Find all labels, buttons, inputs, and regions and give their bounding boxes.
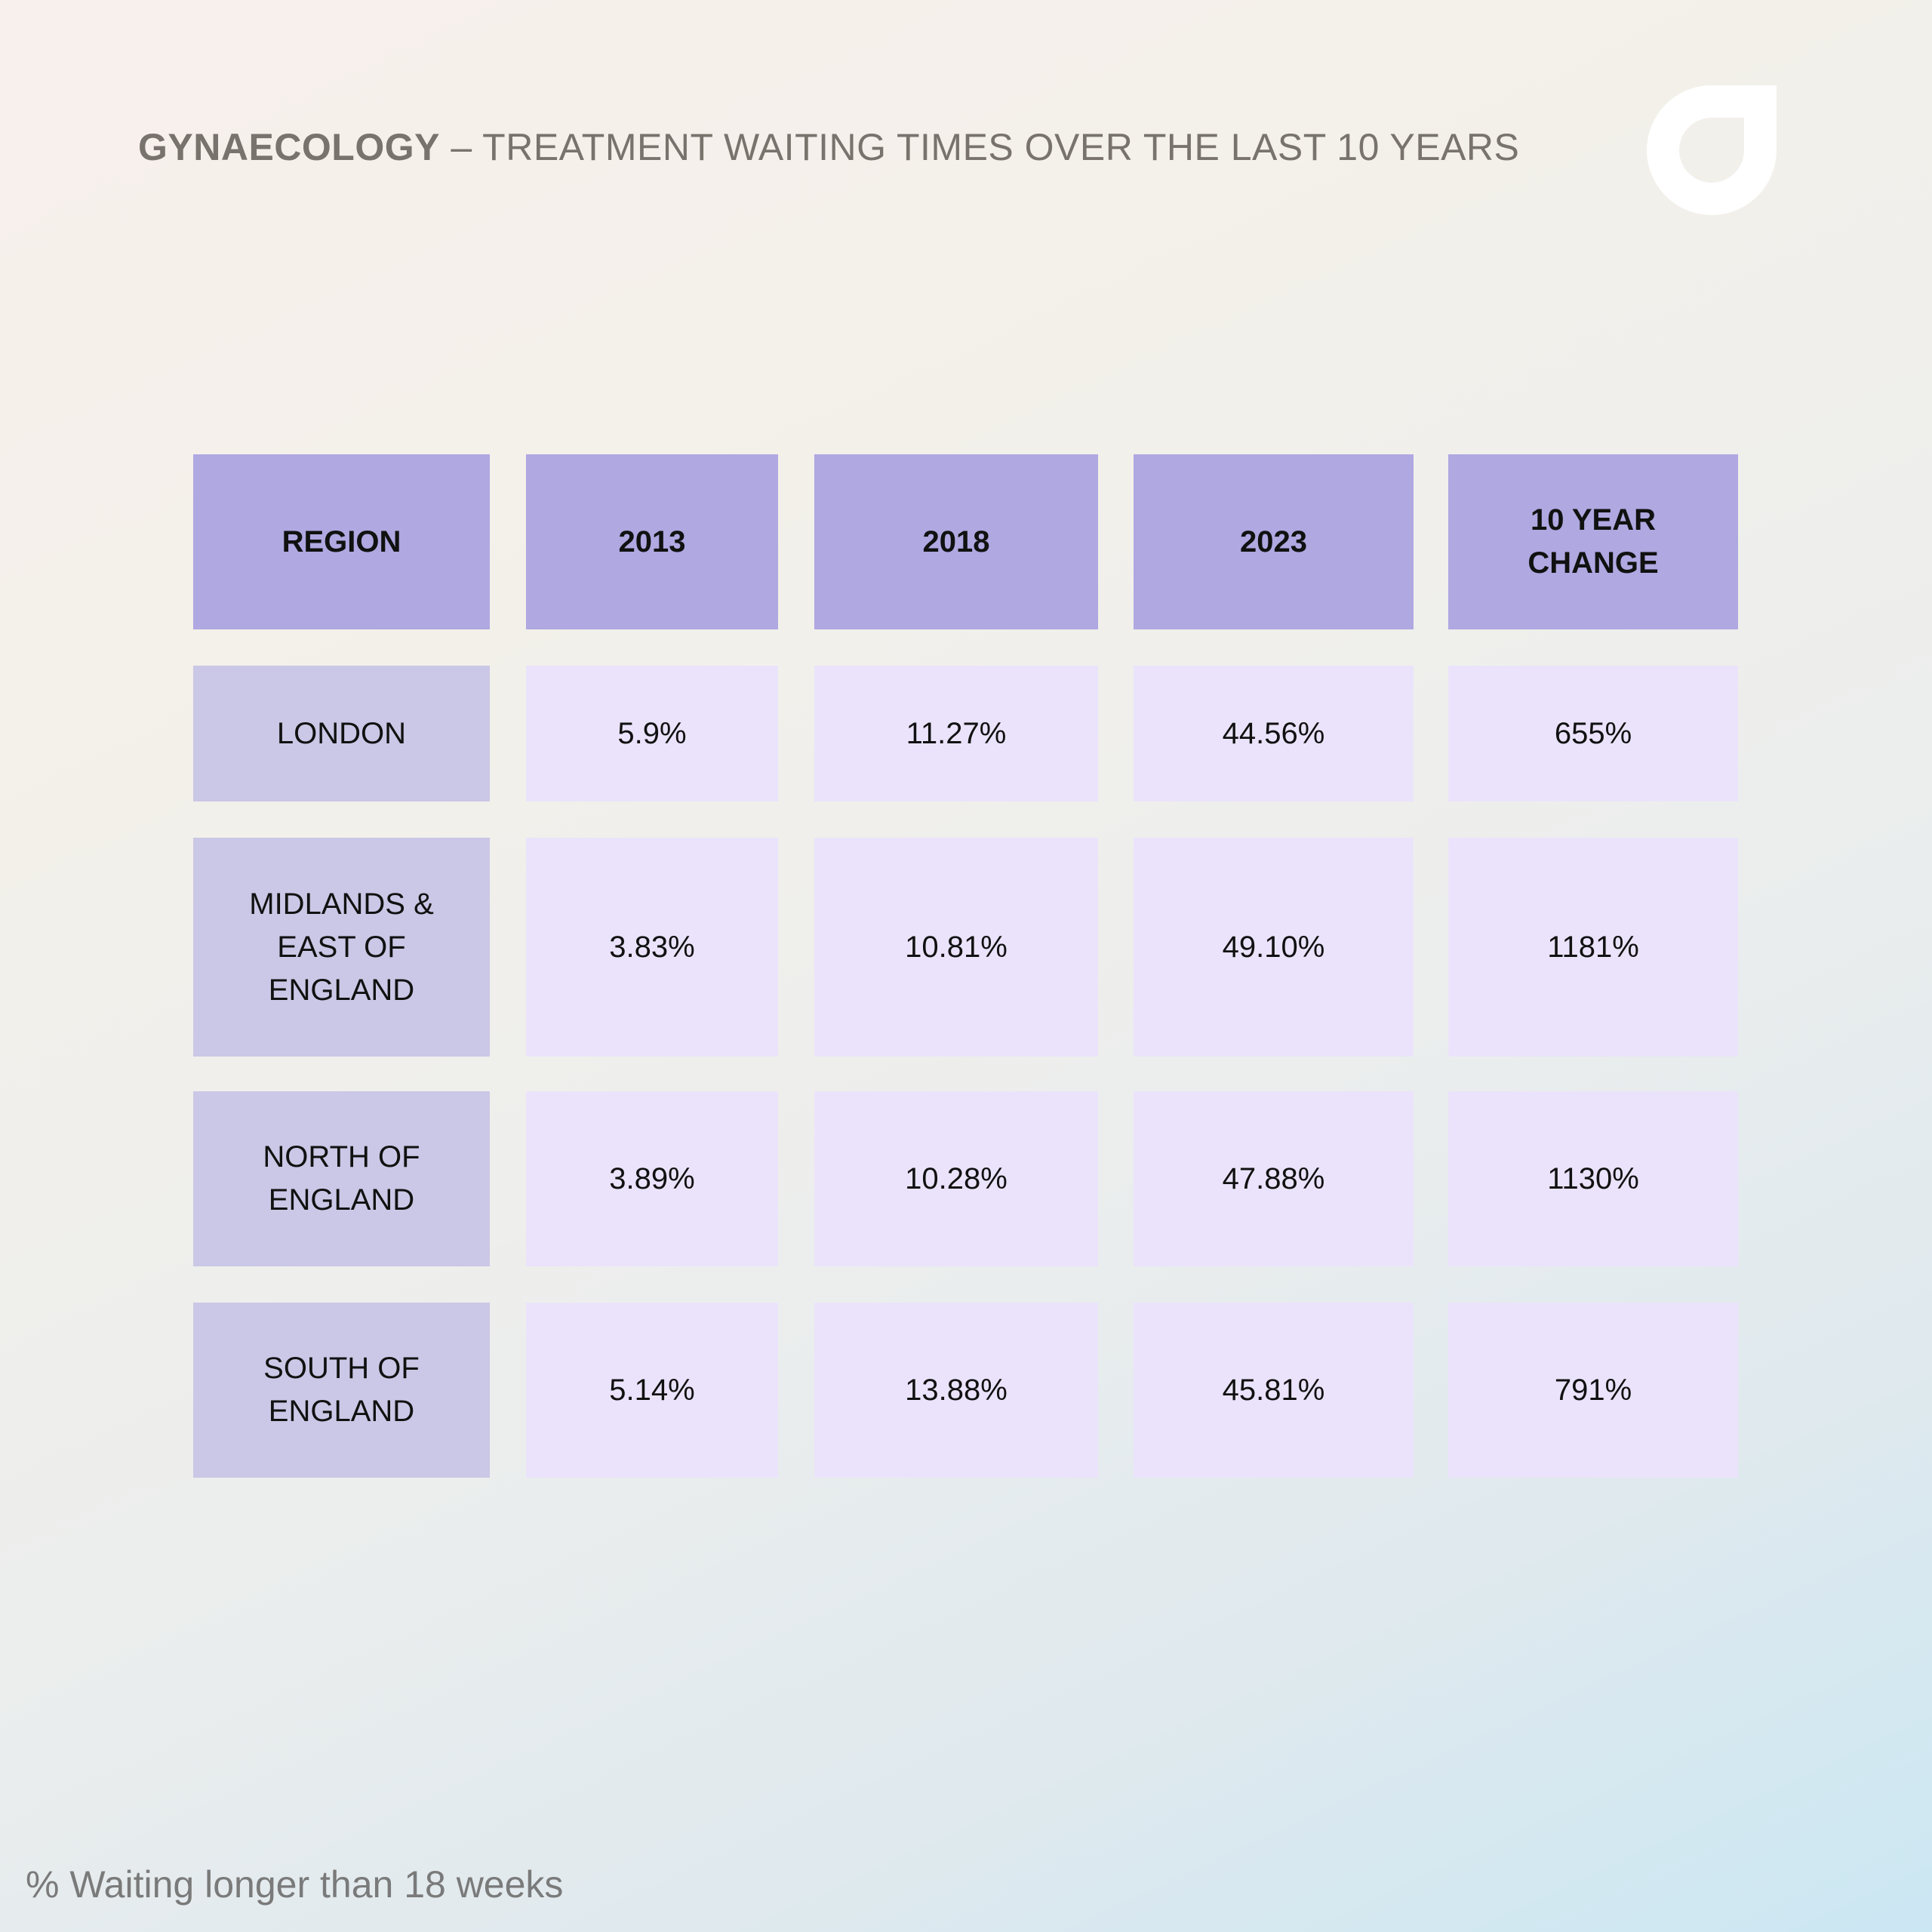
value-cell-year-2013: 5.9% — [526, 666, 778, 801]
region-cell: LONDON — [193, 666, 490, 801]
value-cell-year-2023: 49.10% — [1134, 838, 1414, 1057]
column-header-year-2023: 2023 — [1134, 454, 1414, 629]
value-cell-year-2023: 47.88% — [1134, 1091, 1414, 1266]
title-bold: GYNAECOLOGY — [138, 126, 440, 168]
column-header-year-2018: 2018 — [814, 454, 1098, 629]
value-cell-year-2018: 10.28% — [814, 1091, 1098, 1266]
value-cell-year-2018: 10.81% — [814, 838, 1098, 1057]
value-cell-ten-year-change: 1130% — [1448, 1091, 1738, 1266]
value-cell-year-2018: 13.88% — [814, 1303, 1098, 1478]
region-cell: NORTH OF ENGLAND — [193, 1091, 490, 1266]
brand-logo-icon — [1647, 85, 1777, 215]
column-header-year-2013: 2013 — [526, 454, 778, 629]
value-cell-ten-year-change: 655% — [1448, 666, 1738, 801]
region-cell: SOUTH OF ENGLAND — [193, 1303, 490, 1478]
value-cell-year-2013: 3.89% — [526, 1091, 778, 1266]
title-rest: – TREATMENT WAITING TIMES OVER THE LAST … — [439, 126, 1520, 168]
value-cell-ten-year-change: 1181% — [1448, 838, 1738, 1057]
value-cell-ten-year-change: 791% — [1448, 1303, 1738, 1478]
page-title: GYNAECOLOGY – TREATMENT WAITING TIMES OV… — [138, 125, 1519, 169]
value-cell-year-2013: 5.14% — [526, 1303, 778, 1478]
value-cell-year-2023: 44.56% — [1134, 666, 1414, 801]
region-cell: MIDLANDS & EAST OF ENGLAND — [193, 838, 490, 1057]
column-header-region: REGION — [193, 454, 490, 629]
value-cell-year-2013: 3.83% — [526, 838, 778, 1057]
column-header-ten-year-change: 10 YEAR CHANGE — [1448, 454, 1738, 629]
value-cell-year-2023: 45.81% — [1134, 1303, 1414, 1478]
footnote: % Waiting longer than 18 weeks — [26, 1863, 564, 1906]
value-cell-year-2018: 11.27% — [814, 666, 1098, 801]
